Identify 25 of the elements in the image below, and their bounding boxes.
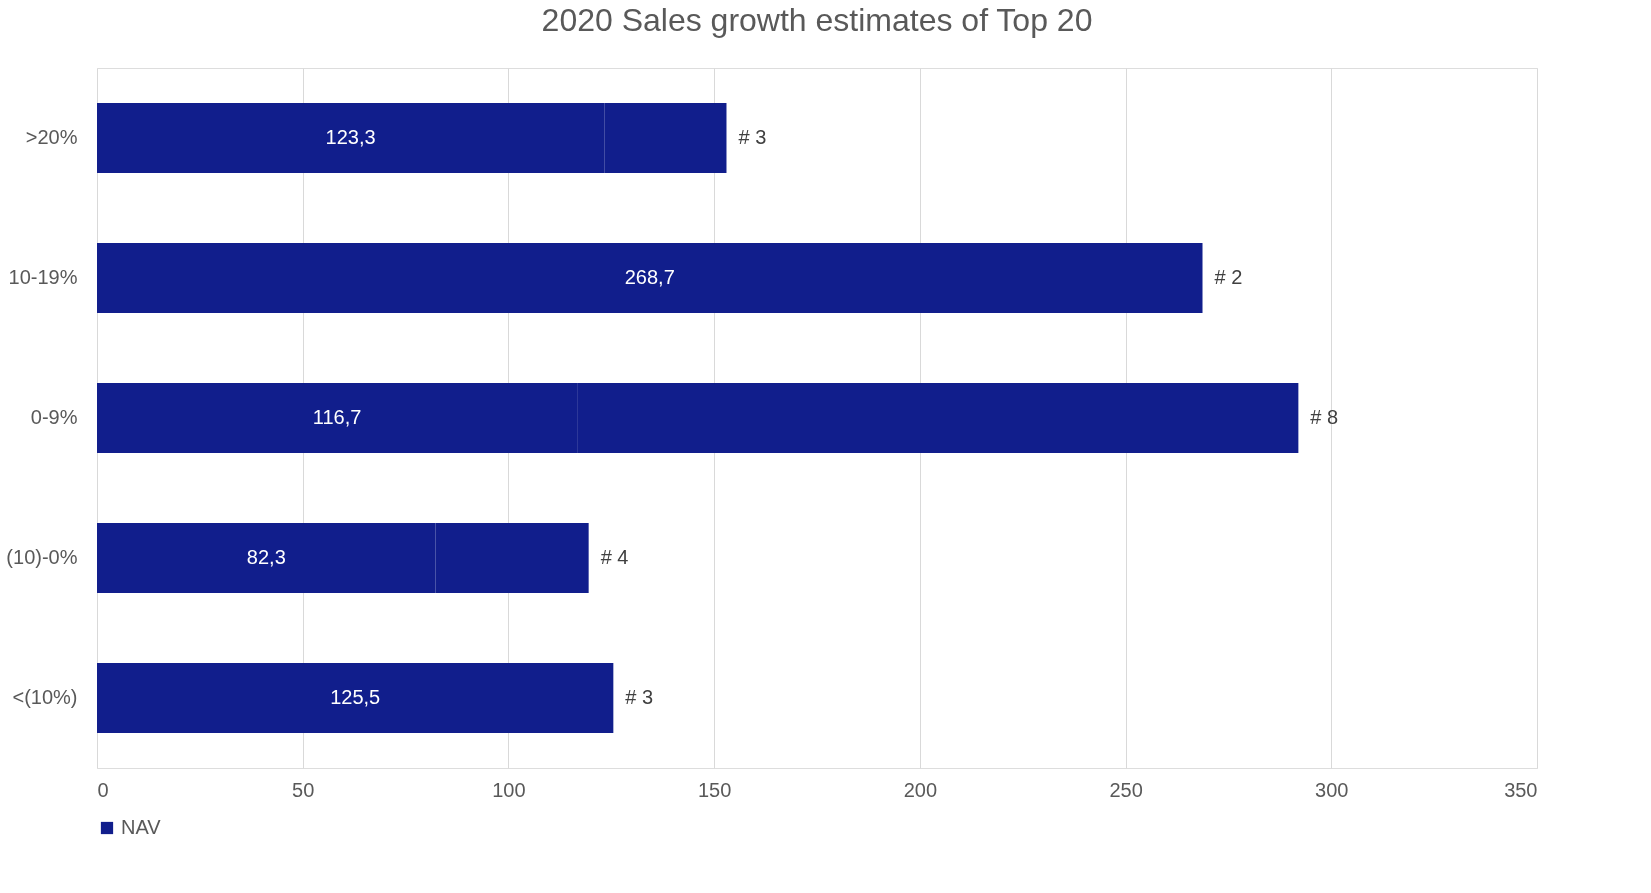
- x-tick-label: 350: [1504, 778, 1538, 801]
- y-tick-label: 0-9%: [30, 406, 78, 428]
- x-tick-label: 150: [697, 778, 732, 801]
- legend-label: NAV: [121, 816, 162, 838]
- data-label: 116,7: [312, 406, 362, 428]
- x-tick-label: 0: [97, 778, 109, 801]
- x-tick-label: 50: [292, 778, 315, 801]
- y-tick-label: >20%: [25, 126, 78, 148]
- annotation: # 4: [600, 546, 629, 568]
- x-tick-label: 250: [1109, 778, 1143, 801]
- y-tick-label: <(10%): [12, 686, 78, 708]
- data-label: 123,3: [325, 126, 376, 148]
- y-tick-label: 10-19%: [8, 266, 78, 288]
- data-label: 125,5: [330, 686, 381, 708]
- x-tick-label: 300: [1315, 778, 1349, 801]
- chart-title: 2020 Sales growth estimates of Top 20: [541, 2, 1093, 38]
- x-tick-label: 200: [903, 778, 938, 801]
- annotation: # 8: [1310, 406, 1339, 428]
- annotation: # 3: [625, 686, 654, 708]
- data-label: 82,3: [246, 546, 286, 568]
- y-tick-label: (10)-0%: [6, 546, 78, 568]
- data-label: 268,7: [624, 266, 675, 288]
- annotation: # 2: [1214, 266, 1243, 288]
- annotation: # 3: [738, 126, 767, 148]
- x-tick-label: 100: [492, 778, 526, 801]
